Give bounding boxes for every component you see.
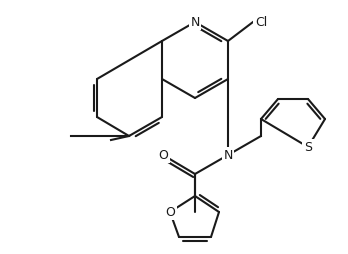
Text: N: N (223, 149, 233, 162)
Text: S: S (304, 141, 312, 154)
Text: Cl: Cl (255, 17, 267, 29)
Text: O: O (165, 206, 175, 219)
Text: N: N (190, 17, 200, 29)
Text: O: O (158, 149, 168, 162)
